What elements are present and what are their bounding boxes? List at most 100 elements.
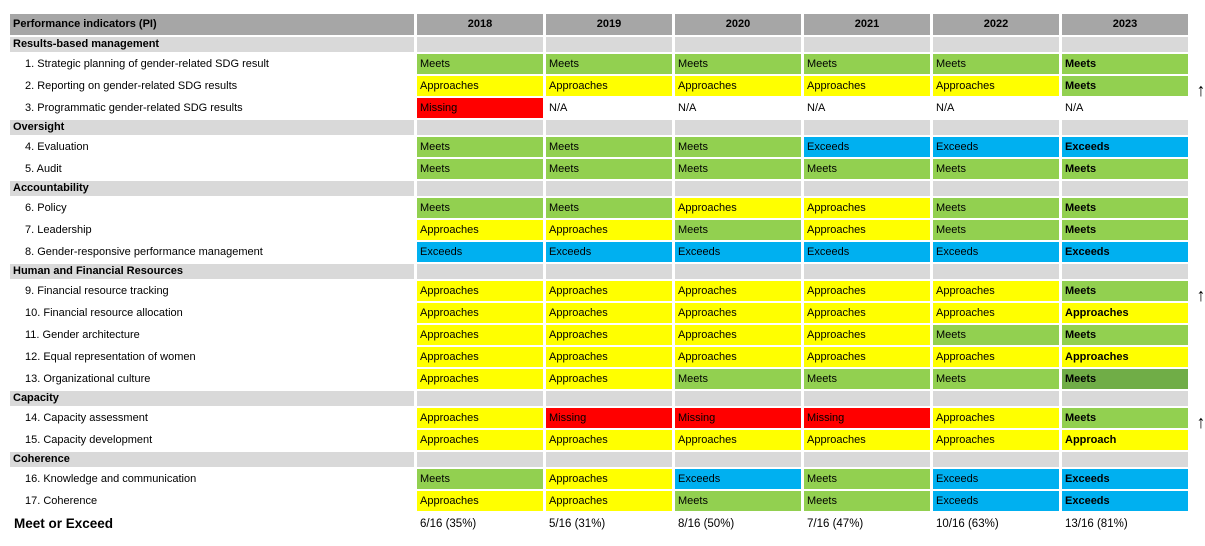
section-filler-cell <box>675 264 801 279</box>
status-cell: Approaches <box>417 281 543 301</box>
status-cell: Meets <box>933 220 1059 240</box>
status-cell: N/A <box>546 98 672 118</box>
status-cell: Approaches <box>417 220 543 240</box>
row-label: 7. Leadership <box>10 220 414 240</box>
status-cell: Approaches <box>933 408 1059 428</box>
section-filler-cell <box>546 452 672 467</box>
arrow-spacer <box>1191 351 1205 371</box>
year-header-2020: 2020 <box>675 14 801 35</box>
status-cell: Approaches <box>804 76 930 96</box>
row-label: 5. Audit <box>10 159 414 179</box>
row-label: 11. Gender architecture <box>10 325 414 345</box>
summary-value: 10/16 (63%) <box>936 518 999 530</box>
status-cell: Meets <box>1062 198 1188 218</box>
status-cell: Approach <box>1062 430 1188 450</box>
row-label: 12. Equal representation of women <box>10 347 414 367</box>
status-cell: Missing <box>804 408 930 428</box>
section-filler-cell <box>804 391 930 406</box>
status-cell: Meets <box>546 54 672 74</box>
table-row: 5. Audit Meets Meets Meets Meets Meets Meets <box>10 159 1205 179</box>
up-arrow-icon: ↑ <box>1196 285 1205 305</box>
status-cell: Meets <box>933 54 1059 74</box>
status-cell: Approaches <box>546 347 672 367</box>
arrow-spacer <box>1191 434 1205 454</box>
summary-value: 7/16 (47%) <box>807 518 864 530</box>
section-filler-cell <box>417 120 543 135</box>
table-row: 8. Gender-responsive performance managem… <box>10 242 1205 262</box>
status-cell: Approaches <box>1062 303 1188 323</box>
table-row: 3. Programmatic gender-related SDG resul… <box>10 98 1205 118</box>
table-row: 2. Reporting on gender-related SDG resul… <box>10 76 1205 99</box>
status-cell: Meets <box>804 469 930 489</box>
table-row: 4. Evaluation Meets Meets Meets Exceeds Excee… <box>10 137 1205 157</box>
section-row: Oversight <box>10 120 1205 135</box>
section-filler-cell <box>546 120 672 135</box>
section-filler-cell <box>675 391 801 406</box>
section-arrow-spacer <box>1191 456 1205 471</box>
arrow-spacer <box>1191 102 1205 122</box>
status-cell: Approaches <box>546 430 672 450</box>
status-cell: Approaches <box>546 491 672 511</box>
section-filler-cell <box>804 181 930 196</box>
status-cell: Exceeds <box>1062 491 1188 511</box>
status-cell: Missing <box>675 408 801 428</box>
status-cell: Approaches <box>804 198 930 218</box>
status-cell: Approaches <box>417 408 543 428</box>
arrow-spacer <box>1191 373 1205 393</box>
row-label: 4. Evaluation <box>10 137 414 157</box>
section-filler-cell <box>675 181 801 196</box>
status-cell: Approaches <box>675 198 801 218</box>
year-header-2019: 2019 <box>546 14 672 35</box>
status-cell: Approaches <box>546 325 672 345</box>
table-row: 17. Coherence Approaches Approaches Meets Me… <box>10 491 1205 511</box>
status-cell: Exceeds <box>804 137 930 157</box>
status-cell: N/A <box>933 98 1059 118</box>
table-row: 10. Financial resource allocation Approac… <box>10 303 1205 323</box>
status-cell: Approaches <box>804 220 930 240</box>
status-cell: Exceeds <box>1062 242 1188 262</box>
section-filler-cell <box>546 37 672 52</box>
section-title: Coherence <box>10 452 414 467</box>
status-cell: Approaches <box>675 76 801 96</box>
section-filler-cell <box>417 264 543 279</box>
section-title: Results-based management <box>10 37 414 52</box>
row-label: 9. Financial resource tracking <box>10 281 414 301</box>
row-label: 1. Strategic planning of gender-related … <box>10 54 414 74</box>
status-cell: Meets <box>1062 408 1188 428</box>
status-cell: Approaches <box>804 325 930 345</box>
status-cell: Approaches <box>546 220 672 240</box>
up-arrow-icon: ↑ <box>1196 80 1205 100</box>
status-cell: Meets <box>1062 159 1188 179</box>
status-cell: Meets <box>1062 281 1188 301</box>
year-header-2021: 2021 <box>804 14 930 35</box>
footer-arrow-spacer <box>1191 517 1205 539</box>
table-row: 14. Capacity assessment Approaches Missing… <box>10 408 1205 431</box>
status-cell: Meets <box>675 137 801 157</box>
section-filler-cell <box>1062 120 1188 135</box>
section-filler-cell <box>804 264 930 279</box>
arrow-spacer <box>1191 473 1205 493</box>
status-cell: Exceeds <box>933 137 1059 157</box>
table-row: 15. Capacity development Approaches Approa… <box>10 430 1205 450</box>
table-row: 6. Policy Meets Meets Approaches Approaches M… <box>10 198 1205 218</box>
status-cell: Approaches <box>417 303 543 323</box>
status-cell: Meets <box>417 137 543 157</box>
section-filler-cell <box>675 37 801 52</box>
status-cell: Approaches <box>804 430 930 450</box>
row-label: 2. Reporting on gender-related SDG resul… <box>10 76 414 96</box>
status-cell: Approaches <box>546 469 672 489</box>
status-cell: Meets <box>804 159 930 179</box>
section-filler-cell <box>546 264 672 279</box>
status-cell: Approaches <box>417 491 543 511</box>
status-cell: Approaches <box>933 430 1059 450</box>
status-cell: Meets <box>1062 220 1188 240</box>
status-cell: Meets <box>1062 54 1188 74</box>
year-header-2022: 2022 <box>933 14 1059 35</box>
status-cell: Meets <box>417 198 543 218</box>
status-cell: Approaches <box>933 76 1059 96</box>
arrow-spacer <box>1191 58 1205 78</box>
table-row: 7. Leadership Approaches Approaches Meets Ap… <box>10 220 1205 240</box>
status-cell: Approaches <box>417 76 543 96</box>
arrow-spacer <box>1191 495 1205 515</box>
section-filler-cell <box>546 391 672 406</box>
